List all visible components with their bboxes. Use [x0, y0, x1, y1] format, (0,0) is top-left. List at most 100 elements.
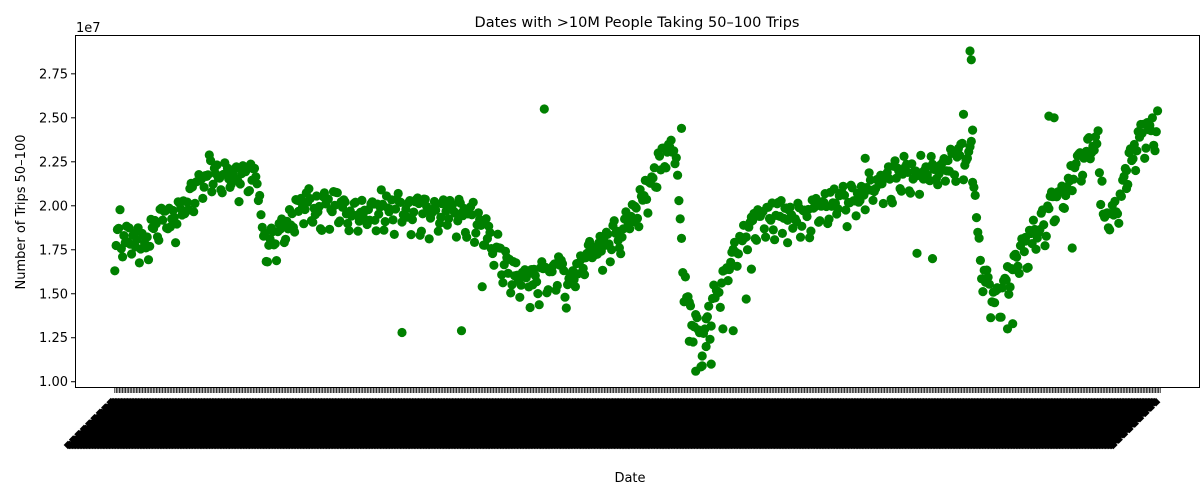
data-point	[516, 280, 526, 290]
data-point	[1021, 236, 1031, 246]
data-point	[990, 298, 1000, 308]
data-point	[860, 205, 870, 215]
data-point	[1039, 220, 1049, 230]
data-point	[1028, 215, 1038, 225]
data-point	[534, 300, 544, 310]
data-point	[1012, 252, 1022, 262]
data-point	[951, 176, 961, 186]
y-ticks: 1.00 1.25 1.50 1.75 2.00 2.25 2.50 2.75	[39, 67, 76, 390]
data-point	[797, 221, 807, 231]
data-point	[714, 287, 724, 297]
data-point	[416, 226, 426, 236]
data-point	[489, 260, 499, 270]
data-point	[676, 123, 687, 133]
data-point	[648, 173, 658, 183]
data-point	[433, 226, 443, 236]
data-point	[899, 151, 909, 161]
data-point	[842, 222, 852, 232]
data-point	[561, 303, 571, 313]
data-point	[532, 277, 542, 287]
data-point	[1097, 176, 1107, 186]
data-point	[539, 104, 549, 114]
data-point	[198, 193, 208, 203]
data-point	[675, 214, 685, 224]
data-point	[674, 196, 684, 206]
data-point	[171, 238, 181, 248]
data-point	[234, 197, 244, 207]
data-point	[741, 232, 751, 242]
data-point	[1093, 126, 1103, 136]
data-point	[768, 225, 778, 235]
data-point	[912, 248, 922, 258]
data-point	[974, 233, 984, 243]
data-point	[701, 341, 711, 352]
data-point	[887, 198, 898, 208]
data-point	[654, 151, 665, 161]
data-point	[344, 226, 354, 236]
data-point	[1121, 166, 1132, 176]
data-point	[795, 232, 806, 242]
data-point	[1023, 262, 1033, 272]
data-point	[1150, 146, 1160, 156]
data-point	[1151, 127, 1161, 137]
data-point	[684, 336, 694, 346]
data-point	[493, 229, 503, 239]
data-point	[1014, 268, 1024, 278]
data-point	[290, 227, 300, 237]
data-point	[1128, 154, 1138, 164]
data-point	[631, 203, 641, 213]
data-point	[609, 216, 619, 226]
data-point	[824, 214, 834, 224]
data-point	[1031, 244, 1041, 254]
data-point	[607, 245, 617, 255]
x-ticks: ■■■■■■■■■■■■■■■■■■■■■■■■■■■■■■■■■■■■■■■■…	[62, 387, 1162, 451]
y-tick-label: 1.00	[39, 375, 68, 390]
data-point	[281, 234, 291, 244]
data-point	[1131, 165, 1141, 176]
data-point	[570, 282, 581, 292]
data-point	[970, 190, 980, 200]
data-point	[1008, 319, 1018, 329]
data-point	[728, 326, 738, 336]
data-point	[270, 239, 280, 249]
data-point	[733, 249, 744, 259]
data-point	[1078, 170, 1088, 180]
data-point	[746, 264, 757, 274]
data-point	[317, 225, 327, 235]
data-points	[110, 46, 1163, 376]
data-point	[255, 190, 265, 201]
data-point	[1049, 113, 1059, 123]
data-point	[706, 359, 716, 369]
data-point	[376, 185, 386, 195]
data-point	[732, 261, 742, 271]
data-point	[262, 257, 273, 267]
data-point	[552, 280, 562, 291]
data-point	[172, 219, 182, 229]
data-point	[1059, 203, 1069, 213]
data-point	[145, 241, 155, 251]
data-point	[642, 194, 652, 204]
data-point	[770, 235, 780, 245]
data-point	[1044, 204, 1054, 214]
data-point	[189, 207, 199, 217]
data-point	[966, 55, 976, 65]
data-point	[905, 188, 916, 198]
data-point	[968, 125, 978, 135]
data-point	[468, 197, 478, 207]
data-point	[969, 182, 979, 192]
data-point	[868, 195, 878, 205]
data-point	[340, 197, 350, 207]
data-point	[244, 186, 254, 196]
data-point	[154, 235, 164, 245]
data-point	[158, 215, 168, 225]
data-point	[498, 278, 508, 288]
data-point	[471, 228, 481, 238]
data-point	[603, 229, 613, 239]
data-point	[249, 163, 260, 173]
data-point	[1019, 247, 1029, 257]
data-point	[1050, 215, 1060, 225]
data-point	[560, 292, 570, 302]
data-point	[1094, 168, 1104, 178]
data-point	[543, 285, 553, 295]
data-point	[1140, 153, 1150, 163]
